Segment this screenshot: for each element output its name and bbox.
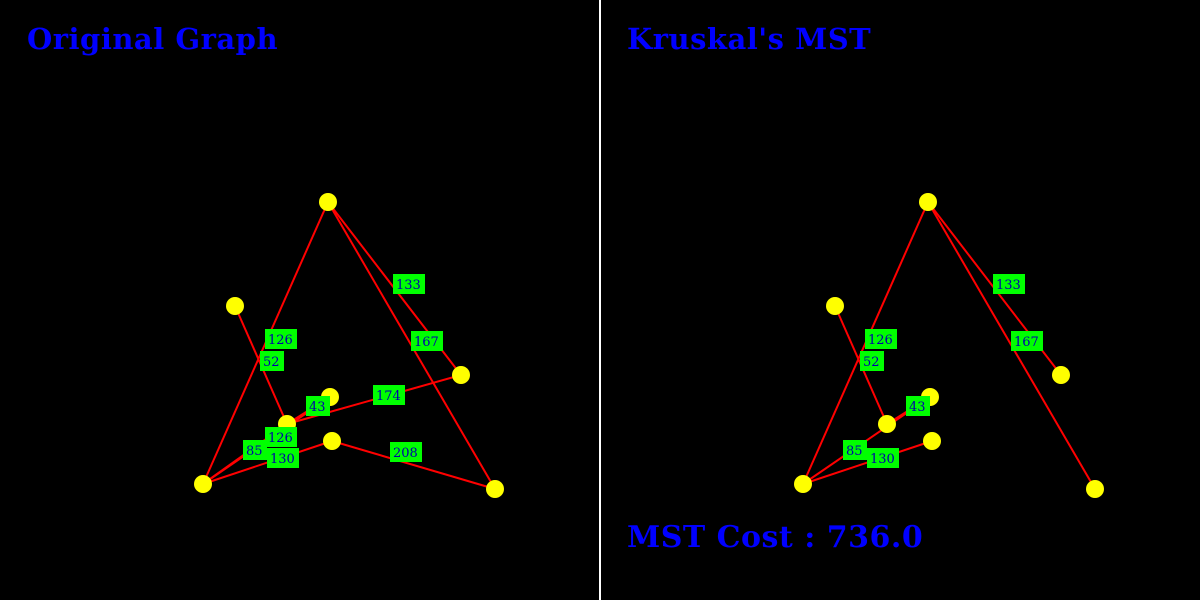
- mst-weight-text-0-7: 167: [1014, 335, 1039, 350]
- mst-cost-value: 736.0: [826, 520, 924, 555]
- mst-node-2: [1052, 366, 1070, 384]
- mst-weight-text-0-2: 133: [996, 278, 1021, 293]
- mst-panel: Kruskal's MST 126 133 167 52 43 130 85 MST Cos…: [601, 0, 1200, 600]
- original-weight-text-4-2: 174: [376, 389, 401, 404]
- original-weight-text-0-2: 133: [396, 278, 421, 293]
- mst-weight-label-0-3: 126: [865, 329, 897, 349]
- mst-weight-label-0-7: 167: [1011, 331, 1043, 351]
- mst-node-1: [826, 297, 844, 315]
- original-weight-label-4-2: 174: [373, 385, 405, 405]
- original-weight-box-4-5: [306, 396, 330, 416]
- mst-weight-box-0-2: [993, 274, 1025, 294]
- mst-weight-text-3-6: 130: [870, 452, 895, 467]
- original-weight-box-0-2: [393, 274, 425, 294]
- original-weight-label-0-3: 126: [265, 329, 297, 349]
- mst-weight-box-1-4: [860, 351, 884, 371]
- original-weight-box-1-4: [260, 351, 284, 371]
- original-node-6: [323, 432, 341, 450]
- original-weight-box-0-3: [265, 329, 297, 349]
- panel-divider: [599, 0, 601, 600]
- mst-weight-label-3-6: 130: [867, 448, 899, 468]
- mst-weight-text-0-3: 126: [868, 333, 893, 348]
- mst-weight-text-1-4: 52: [863, 355, 880, 370]
- original-weight-label-3-5: 85: [243, 440, 267, 460]
- original-node-0: [319, 193, 337, 211]
- original-weight-label-0-2: 133: [393, 274, 425, 294]
- original-node-3: [194, 475, 212, 493]
- original-edge-6-7: [331, 440, 496, 490]
- original-graph-canvas: 126 133 167 52 43 174 126 130 85 208: [194, 193, 504, 498]
- original-weight-text-6-7: 208: [393, 446, 418, 461]
- mst-weight-box-3-5: [843, 440, 867, 460]
- mst-cost-label: MST Cost :: [627, 520, 827, 555]
- original-weight-text-3-5: 85: [246, 444, 263, 459]
- mst-weight-box-0-7: [1011, 331, 1043, 351]
- mst-graph-canvas: 126 133 167 52 43 130 85: [794, 193, 1104, 498]
- mst-title: Kruskal's MST: [627, 22, 872, 56]
- original-weight-text-0-7: 167: [414, 335, 439, 350]
- original-weight-text-1-4: 52: [263, 355, 280, 370]
- original-node-1: [226, 297, 244, 315]
- original-weight-label-0-7: 167: [411, 331, 443, 351]
- mst-node-3: [794, 475, 812, 493]
- mst-weight-label-0-2: 133: [993, 274, 1025, 294]
- mst-node-7: [1086, 480, 1104, 498]
- original-weight-label-4-3: 126: [265, 427, 297, 447]
- original-weight-box-0-7: [411, 331, 443, 351]
- mst-weight-box-4-5: [906, 396, 930, 416]
- mst-node-0: [919, 193, 937, 211]
- mst-weight-label-4-5: 43: [906, 396, 930, 416]
- original-weight-text-0-3: 126: [268, 333, 293, 348]
- original-weight-label-4-5: 43: [306, 396, 330, 416]
- original-weight-box-3-6: [267, 448, 299, 468]
- mst-cost: MST Cost : 736.0: [627, 520, 923, 555]
- original-node-2: [452, 366, 470, 384]
- original-weight-box-4-2: [373, 385, 405, 405]
- mst-weight-label-1-4: 52: [860, 351, 884, 371]
- original-weight-text-4-3: 126: [268, 431, 293, 446]
- original-weight-text-3-6: 130: [270, 452, 295, 467]
- original-weight-label-6-7: 208: [390, 442, 422, 462]
- original-graph-panel: Original Graph 126 133 167 52 43 174 126 130 85 2…: [0, 0, 599, 600]
- mst-weight-box-0-3: [865, 329, 897, 349]
- original-node-7: [486, 480, 504, 498]
- original-graph-title: Original Graph: [27, 22, 279, 56]
- mst-weight-text-3-5: 85: [846, 444, 863, 459]
- original-weight-box-4-3: [265, 427, 297, 447]
- original-weight-label-1-4: 52: [260, 351, 284, 371]
- mst-node-4: [878, 415, 896, 433]
- original-weight-label-3-6: 130: [267, 448, 299, 468]
- mst-weight-label-3-5: 85: [843, 440, 867, 460]
- original-weight-box-3-5: [243, 440, 267, 460]
- mst-weight-text-4-5: 43: [909, 400, 926, 415]
- mst-weight-box-3-6: [867, 448, 899, 468]
- original-weight-text-4-5: 43: [309, 400, 326, 415]
- mst-node-6: [923, 432, 941, 450]
- original-weight-box-6-7: [390, 442, 422, 462]
